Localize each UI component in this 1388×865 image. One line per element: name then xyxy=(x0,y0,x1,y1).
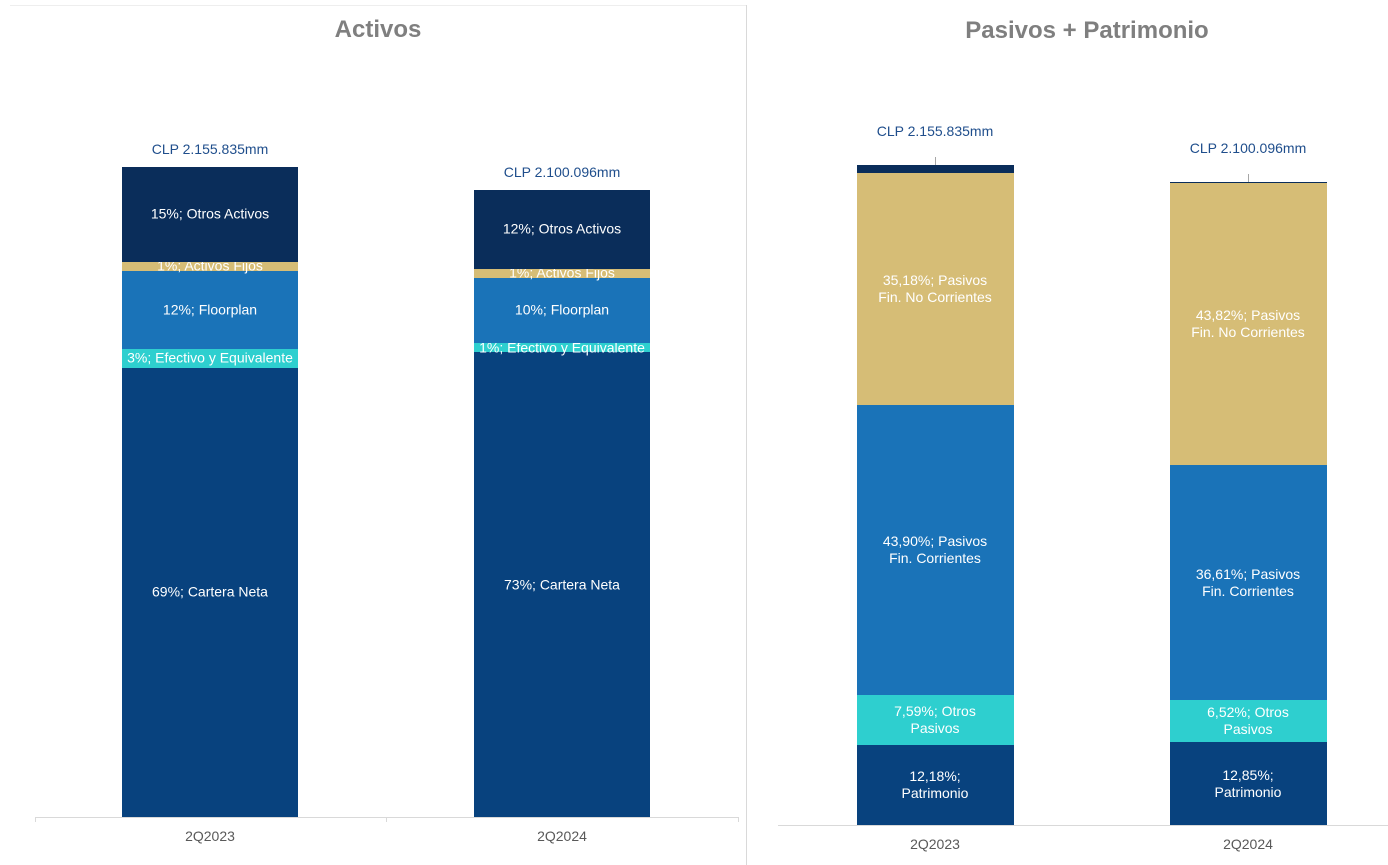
bar-total xyxy=(122,167,298,817)
total-label: CLP 2.155.835mm xyxy=(151,141,269,157)
bar-segment xyxy=(122,271,298,349)
data-label: 6,52%; Otros Pasivos xyxy=(1207,704,1289,738)
x-axis-tick xyxy=(738,817,739,822)
bar-segment xyxy=(1169,742,1327,825)
total-leader xyxy=(935,157,936,165)
data-label: 73%; Cartera Neta xyxy=(504,576,620,593)
data-label: 3%; Efectivo y Equivalente xyxy=(127,349,293,366)
bar-segment xyxy=(1169,465,1327,701)
chart-title: Activos xyxy=(334,16,422,43)
bar-total xyxy=(857,165,1014,825)
x-axis xyxy=(778,825,1388,826)
bar-segment xyxy=(856,744,1014,825)
data-label: 1%; Activos Fijos xyxy=(157,257,263,274)
data-label: 36,61%; Pasivos Fin. Corrientes xyxy=(1195,565,1301,599)
x-tick-label: 2Q2023 xyxy=(185,828,235,844)
bar-segment xyxy=(856,694,1014,745)
data-label: 12%; Otros Activos xyxy=(502,220,622,237)
bar-segment xyxy=(1169,700,1327,743)
total-label: CLP 2.155.835mm xyxy=(876,123,994,139)
total-leader xyxy=(1248,174,1249,183)
x-tick-label: 2Q2024 xyxy=(1223,836,1273,852)
bar-segment xyxy=(122,167,298,262)
panel-top-border xyxy=(10,5,746,6)
data-label: 43,82%; Pasivos Fin. No Corrientes xyxy=(1191,307,1305,341)
bar-segment xyxy=(856,165,1014,173)
total-label: CLP 2.100.096mm xyxy=(503,164,621,181)
data-label: 12%; Floorplan xyxy=(162,301,258,318)
chart-title: Pasivos + Patrimonio xyxy=(965,17,1209,44)
bar-segment xyxy=(122,367,298,817)
data-label: 35,18%; Pasivos Fin. No Corrientes xyxy=(878,271,992,305)
bar-segment xyxy=(474,343,650,353)
bar-segment xyxy=(474,277,650,344)
x-tick-label: 2Q2024 xyxy=(537,828,587,844)
bar-total xyxy=(1170,182,1327,825)
data-label: 10%; Floorplan xyxy=(514,301,610,318)
data-label: 12,18%; Patrimonio xyxy=(901,767,969,801)
bar-segment xyxy=(474,190,650,269)
bar-segment xyxy=(122,349,298,368)
bar-segment xyxy=(474,352,650,817)
data-label: 12,85%; Patrimonio xyxy=(1214,766,1282,800)
bar-segment xyxy=(856,404,1014,695)
data-label: 43,90%; Pasivos Fin. Corrientes xyxy=(882,532,988,566)
x-axis-tick xyxy=(386,817,387,822)
x-axis-tick xyxy=(35,817,36,822)
data-label: 15%; Otros Activos xyxy=(150,205,270,222)
bar-segment xyxy=(1169,182,1327,184)
bar-segment xyxy=(1169,183,1327,466)
bar-segment xyxy=(474,268,650,278)
bar-total xyxy=(474,184,650,817)
total-label: CLP 2.100.096mm xyxy=(1189,140,1307,157)
x-tick-label: 2Q2023 xyxy=(910,836,960,852)
data-label: 69%; Cartera Neta xyxy=(152,583,268,600)
panel-divider xyxy=(746,5,747,865)
bar-segment xyxy=(856,172,1014,405)
data-label: 7,59%; Otros Pasivos xyxy=(894,702,976,736)
bar-segment xyxy=(122,261,298,271)
